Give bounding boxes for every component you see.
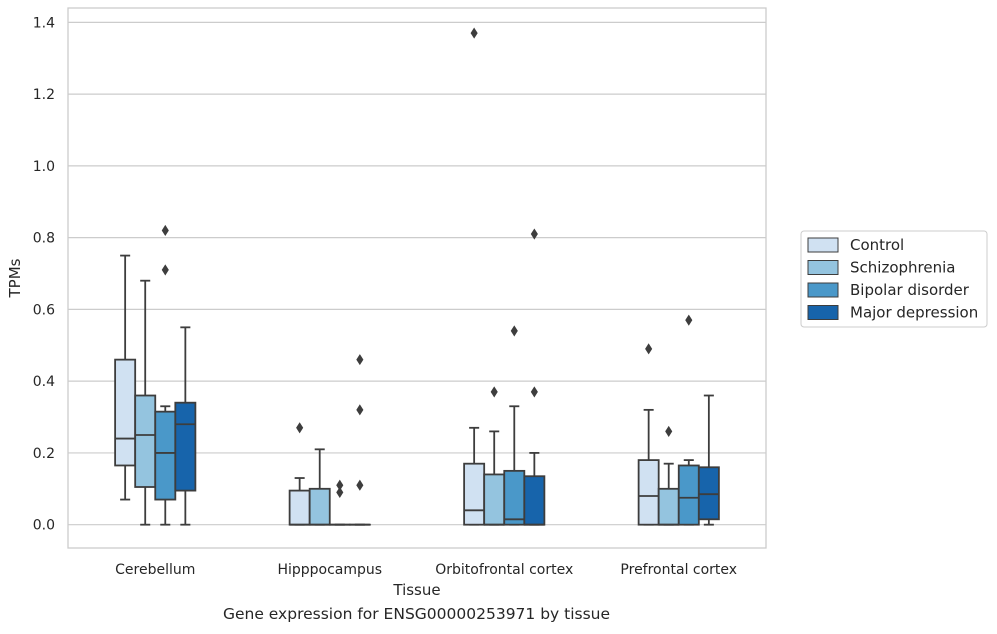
legend-label: Major depression — [850, 304, 978, 322]
outlier-point — [645, 343, 653, 355]
box-group — [328, 479, 351, 526]
box — [134, 394, 157, 488]
outlier-point — [490, 386, 498, 398]
box-group — [637, 343, 660, 526]
boxes — [114, 27, 720, 526]
box — [114, 358, 137, 467]
y-tick-label: 1.2 — [33, 87, 55, 103]
box-group — [308, 448, 331, 526]
x-tick-labels: Cerebellum Hipppocampus Orbitofrontal cort… — [115, 562, 737, 578]
y-tick-label: 1.0 — [33, 159, 55, 175]
box — [523, 475, 546, 526]
box-group — [503, 325, 526, 526]
outlier-point — [685, 314, 693, 326]
y-tick-label: 1.4 — [33, 15, 55, 31]
figure-caption: Gene expression for ENSG00000253971 by t… — [222, 605, 611, 623]
box-group — [523, 228, 546, 526]
outlier-point — [530, 228, 538, 240]
box-group — [483, 386, 506, 526]
box — [657, 487, 680, 526]
box-group — [463, 27, 486, 526]
box — [677, 464, 700, 526]
legend: Control Schizophrenia Bipolar disorder Majo… — [800, 230, 988, 328]
outlier-point — [356, 404, 364, 416]
legend-swatch — [807, 305, 839, 320]
y-tick-label: 0.6 — [33, 302, 55, 318]
y-tick-labels: 0.0 0.2 0.4 0.6 0.8 1.0 1.2 1.4 — [33, 15, 55, 533]
outlier-point — [510, 325, 518, 337]
legend-label: Schizophrenia — [850, 259, 955, 277]
legend-swatch — [807, 282, 839, 298]
box — [483, 473, 506, 526]
outlier-point — [665, 425, 673, 437]
box-group — [657, 425, 680, 526]
y-tick-label: 0.8 — [33, 231, 55, 247]
outlier-point — [356, 354, 364, 366]
y-tick-label: 0.0 — [33, 518, 55, 534]
box — [637, 459, 660, 526]
outlier-point — [470, 27, 478, 39]
legend-frame — [800, 230, 988, 328]
y-tick-label: 0.4 — [33, 374, 55, 390]
x-tick-label: Prefrontal cortex — [620, 562, 737, 578]
legend-swatch — [807, 260, 839, 275]
box-group — [697, 394, 720, 526]
box-group — [134, 279, 157, 526]
outlier-point — [296, 422, 304, 434]
box-group — [348, 354, 371, 526]
box — [288, 489, 311, 526]
box-group — [114, 254, 137, 501]
box — [154, 410, 177, 501]
legend-swatch — [807, 237, 839, 253]
outlier-point — [161, 224, 169, 237]
outlier-point — [336, 479, 344, 491]
box-group — [154, 224, 177, 526]
box — [174, 401, 197, 492]
x-tick-label: Hipppocampus — [277, 562, 382, 578]
box — [308, 487, 331, 526]
y-axis-title: TPMs — [6, 258, 24, 298]
outlier-point — [356, 479, 364, 491]
x-tick-label: Orbitofrontal cortex — [435, 562, 573, 578]
plot-frame — [67, 7, 767, 549]
box — [503, 469, 526, 526]
x-tick-label: Cerebellum — [115, 562, 195, 578]
legend-label: Control — [850, 236, 904, 254]
y-tick-label: 0.2 — [33, 446, 55, 462]
box-group — [288, 422, 311, 526]
box-group — [677, 314, 700, 526]
box — [463, 462, 486, 526]
x-axis-title: Tissue — [392, 581, 440, 599]
outlier-point — [161, 264, 169, 276]
box-group — [174, 326, 197, 526]
legend-label: Bipolar disorder — [850, 281, 970, 299]
outlier-point — [336, 486, 344, 498]
outlier-point — [530, 386, 538, 398]
